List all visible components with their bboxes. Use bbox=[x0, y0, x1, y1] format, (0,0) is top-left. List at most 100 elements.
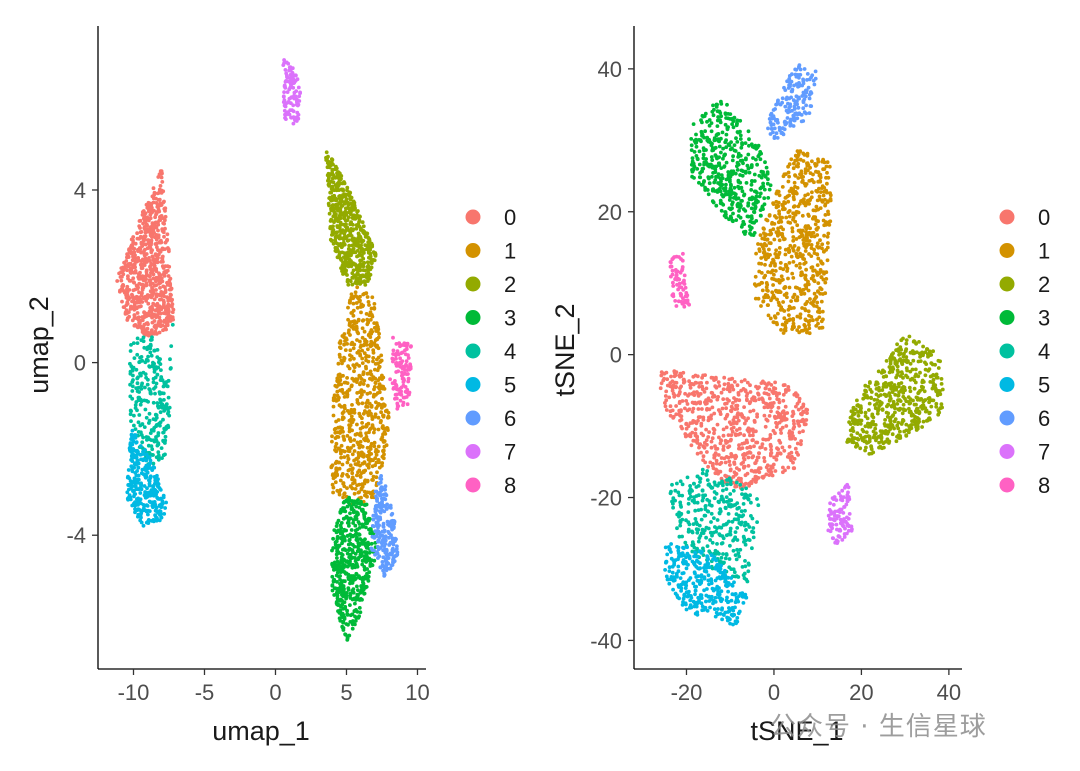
umap-point bbox=[161, 328, 165, 333]
tsne-point bbox=[767, 247, 771, 252]
umap-point bbox=[386, 410, 391, 415]
tsne-point bbox=[768, 442, 773, 447]
tsne-point bbox=[812, 291, 817, 296]
umap-point bbox=[135, 352, 140, 357]
umap-point bbox=[136, 285, 141, 290]
tsne-point bbox=[746, 464, 751, 468]
umap-cluster-7 bbox=[281, 58, 302, 126]
tsne-point bbox=[764, 472, 769, 477]
tsne-point bbox=[787, 214, 792, 219]
umap-point bbox=[401, 380, 406, 384]
umap-point bbox=[142, 452, 147, 457]
umap-point bbox=[360, 361, 365, 365]
tsne-point bbox=[787, 313, 791, 317]
umap-point bbox=[161, 430, 166, 435]
umap-point bbox=[332, 196, 337, 200]
umap-point bbox=[127, 279, 132, 283]
tsne-point bbox=[766, 392, 771, 397]
tsne-point bbox=[818, 179, 822, 183]
tsne-point bbox=[804, 226, 809, 231]
umap-point bbox=[297, 94, 302, 99]
tsne-point bbox=[820, 309, 825, 314]
umap-point bbox=[140, 210, 145, 214]
tsne-point bbox=[780, 410, 785, 415]
umap-point bbox=[370, 329, 375, 334]
tsne-point bbox=[705, 380, 709, 385]
umap-point bbox=[349, 407, 354, 412]
umap-cluster-0 bbox=[115, 169, 176, 338]
tsne-point bbox=[774, 199, 779, 204]
tsne-point bbox=[799, 442, 803, 447]
tsne-point bbox=[713, 444, 717, 448]
tsne-point bbox=[791, 411, 796, 416]
tsne-point bbox=[809, 195, 814, 200]
umap-point bbox=[282, 103, 287, 108]
umap-point bbox=[346, 622, 350, 627]
tsne-point bbox=[698, 442, 703, 446]
umap-point bbox=[351, 619, 355, 624]
tsne-point bbox=[810, 190, 814, 195]
umap-point bbox=[161, 200, 166, 205]
tsne-point bbox=[742, 378, 747, 382]
umap-point bbox=[331, 404, 336, 409]
tsne-point bbox=[822, 223, 827, 228]
tsne-point bbox=[824, 175, 828, 180]
umap-point bbox=[143, 274, 148, 279]
tsne-point bbox=[796, 176, 801, 180]
umap-point bbox=[349, 534, 354, 539]
umap-point bbox=[338, 478, 343, 483]
umap-point bbox=[404, 359, 409, 364]
umap-point bbox=[282, 90, 286, 94]
tsne-point bbox=[709, 375, 714, 380]
umap-point bbox=[148, 201, 153, 206]
tsne-point bbox=[785, 269, 789, 273]
umap-point bbox=[162, 290, 167, 295]
umap-point bbox=[291, 103, 296, 108]
tsne-point bbox=[790, 271, 795, 276]
tsne-point bbox=[780, 207, 785, 212]
umap-point bbox=[376, 325, 380, 329]
tsne-point bbox=[779, 431, 783, 435]
umap-point bbox=[380, 529, 385, 534]
umap-point bbox=[333, 448, 337, 452]
umap-point bbox=[143, 283, 148, 288]
umap-point bbox=[377, 547, 381, 551]
umap-point bbox=[336, 586, 341, 591]
umap-point bbox=[338, 574, 342, 578]
umap-point bbox=[159, 214, 163, 219]
tsne-point bbox=[674, 370, 679, 375]
tsne-point bbox=[767, 414, 772, 418]
umap-point bbox=[140, 244, 145, 249]
tsne-point bbox=[697, 381, 702, 385]
tsne-point bbox=[758, 233, 763, 238]
tsne-point bbox=[759, 280, 764, 285]
tsne-point bbox=[745, 398, 749, 403]
tsne-point bbox=[791, 166, 796, 171]
tsne-point bbox=[740, 446, 745, 450]
umap-point bbox=[361, 238, 366, 243]
umap-point bbox=[347, 366, 352, 371]
tsne-point bbox=[805, 408, 810, 412]
umap-point bbox=[331, 578, 336, 583]
tsne-point bbox=[745, 380, 750, 385]
tsne-point bbox=[798, 315, 803, 320]
tsne-point bbox=[794, 164, 799, 169]
umap-point bbox=[137, 224, 142, 229]
umap-point bbox=[143, 278, 148, 282]
umap-point bbox=[376, 556, 380, 560]
umap-point bbox=[337, 341, 342, 345]
umap-point bbox=[374, 551, 379, 556]
tsne-point bbox=[731, 454, 736, 458]
tsne-point bbox=[741, 460, 745, 465]
umap-point bbox=[158, 400, 163, 405]
umap-point bbox=[138, 444, 143, 448]
umap-point bbox=[156, 304, 160, 308]
umap-point bbox=[359, 495, 363, 500]
tsne-point bbox=[798, 262, 802, 266]
umap-point bbox=[130, 384, 135, 389]
tsne-point bbox=[787, 249, 792, 254]
umap-point bbox=[377, 331, 381, 336]
tsne-point bbox=[823, 203, 827, 208]
umap-point bbox=[349, 253, 353, 258]
umap-point bbox=[395, 404, 400, 408]
